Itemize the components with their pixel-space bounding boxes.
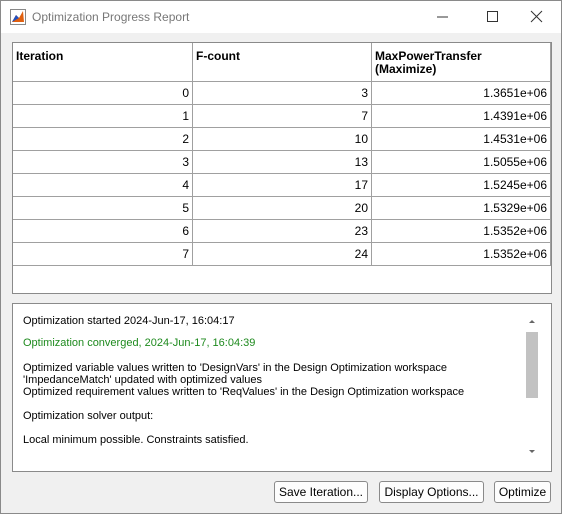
table-cell[interactable]: 3 bbox=[193, 82, 372, 105]
table-cell[interactable]: 2 bbox=[13, 128, 193, 151]
header-line: MaxPowerTransfer bbox=[375, 49, 482, 63]
table-cell[interactable]: 6 bbox=[13, 220, 193, 243]
table-cell[interactable]: 1.5055e+06 bbox=[372, 151, 551, 174]
log-line: Optimized requirement values written to … bbox=[23, 386, 465, 398]
maximize[interactable] bbox=[487, 11, 498, 22]
window-title: Optimization Progress Report bbox=[32, 10, 190, 24]
log-line: 'ImpedanceMatch' updated with optimized … bbox=[23, 374, 263, 386]
log-line: Optimized variable values written to 'De… bbox=[23, 362, 448, 374]
log-panel: Optimization started 2024-Jun-17, 16:04:… bbox=[12, 303, 552, 472]
results-table: Iteration F-count MaxPowerTransfer (Maximiz… bbox=[12, 42, 552, 294]
table-cell[interactable]: 3 bbox=[13, 151, 193, 174]
table-cell[interactable]: 1.4531e+06 bbox=[372, 128, 551, 151]
table-cell[interactable]: 24 bbox=[193, 243, 372, 266]
table-cell[interactable]: 23 bbox=[193, 220, 372, 243]
table-cell[interactable]: 13 bbox=[193, 151, 372, 174]
window-controls bbox=[437, 10, 543, 23]
title-bar: Optimization Progress Report bbox=[1, 1, 561, 33]
close[interactable] bbox=[530, 10, 543, 23]
table-cell[interactable]: 1.4391e+06 bbox=[372, 105, 551, 128]
button[interactable]: Optimize bbox=[494, 481, 551, 503]
app-icon bbox=[10, 9, 26, 25]
table-cell[interactable]: 4 bbox=[13, 174, 193, 197]
log-line: Optimization converged, 2024-Jun-17, 16:… bbox=[23, 337, 256, 349]
log-line: Optimization started 2024-Jun-17, 16:04:… bbox=[23, 315, 235, 327]
table-cell[interactable]: 5 bbox=[13, 197, 193, 220]
table-cell[interactable]: 0 bbox=[13, 82, 193, 105]
scrollbar[interactable] bbox=[525, 316, 539, 456]
table-cell[interactable]: 1.3651e+06 bbox=[372, 82, 551, 105]
table-cell[interactable]: 1.5352e+06 bbox=[372, 243, 551, 266]
scrollbar-graphic bbox=[526, 320, 538, 453]
log-line: Local minimum possible. Constraints sati… bbox=[23, 434, 249, 446]
table-cell[interactable]: 7 bbox=[193, 105, 372, 128]
table-cell[interactable]: 1.5352e+06 bbox=[372, 220, 551, 243]
column-header[interactable]: Iteration bbox=[13, 43, 193, 82]
table-cell[interactable]: 17 bbox=[193, 174, 372, 197]
table-cell[interactable]: 1.5329e+06 bbox=[372, 197, 551, 220]
table-cell[interactable]: 1.5245e+06 bbox=[372, 174, 551, 197]
table-cell[interactable]: 1 bbox=[13, 105, 193, 128]
button[interactable]: Display Options... bbox=[379, 481, 484, 503]
table-cell[interactable]: 7 bbox=[13, 243, 193, 266]
header-line: (Maximize) bbox=[375, 62, 437, 76]
button[interactable]: Save Iteration... bbox=[274, 481, 368, 503]
log-line: Optimization solver output: bbox=[23, 410, 154, 422]
table-cell[interactable]: 20 bbox=[193, 197, 372, 220]
column-header[interactable]: F-count bbox=[193, 43, 372, 82]
column-header[interactable]: MaxPowerTransfer (Maximize) bbox=[372, 43, 551, 82]
table-cell[interactable]: 10 bbox=[193, 128, 372, 151]
